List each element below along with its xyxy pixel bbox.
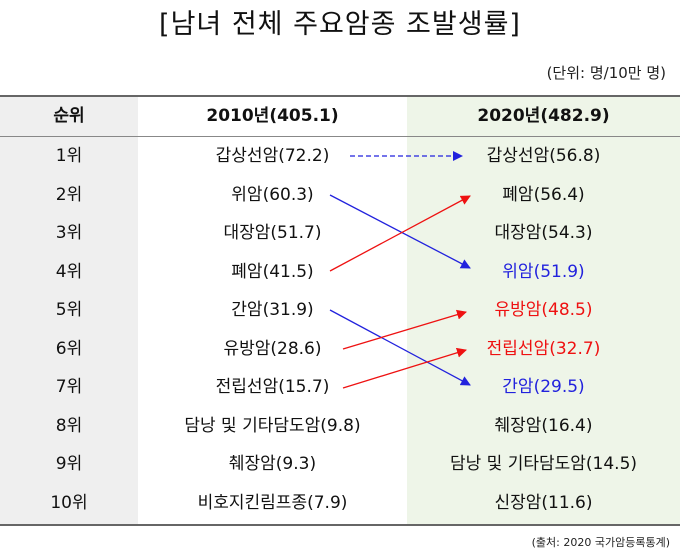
cancer-2010-cell: 간암(31.9) — [231, 300, 314, 320]
cancer-2010-cell: 담낭 및 기타담도암(9.8) — [184, 415, 361, 436]
rank-column-background — [0, 95, 138, 526]
cancer-2010-cell: 유방암(28.6) — [223, 338, 322, 359]
cancer-2020-cell: 갑상선암(56.8) — [486, 146, 601, 166]
cancer-2020-cell-moved-up: 유방암(48.5) — [494, 300, 593, 320]
cancer-2020-cell: 췌장암(16.4) — [494, 415, 593, 436]
rank-cell: 3위 — [55, 223, 83, 243]
header-divider — [0, 136, 680, 137]
table-top-border — [0, 95, 680, 97]
rank-cell: 4위 — [55, 261, 83, 282]
page-title: [남녀 전체 주요암종 조발생률] — [159, 9, 521, 40]
cancer-2020-cell: 담낭 및 기타담도암(14.5) — [449, 454, 638, 474]
cancer-2020-cell-moved-down: 간암(29.5) — [502, 377, 585, 397]
cancer-2010-cell: 췌장암(9.3) — [228, 454, 317, 474]
ranking-table: 순위 2010년(405.1) 2020년(482.9) 1위 갑상선암(72.… — [0, 95, 680, 526]
cancer-2020-cell-moved-down: 위암(51.9) — [502, 261, 585, 282]
cancer-2010-cell: 대장암(51.7) — [223, 223, 322, 243]
rank-cell: 6위 — [55, 338, 83, 359]
table-bottom-border — [0, 524, 680, 526]
cancer-2020-cell: 폐암(56.4) — [502, 184, 585, 205]
cancer-2010-cell: 위암(60.3) — [231, 184, 314, 205]
header-2020: 2020년(482.9) — [477, 106, 610, 126]
header-rank: 순위 — [53, 106, 85, 126]
rank-cell: 2위 — [55, 184, 83, 205]
cancer-2010-cell: 비호지킨림프종(7.9) — [197, 492, 348, 513]
rank-cell: 10위 — [50, 492, 88, 513]
cancer-2010-cell: 전립선암(15.7) — [215, 377, 330, 397]
rank-cell: 9위 — [55, 454, 83, 474]
source-note: (출처: 2020 국가암등록통계) — [531, 536, 670, 549]
unit-label: (단위: 명/10만 명) — [546, 64, 666, 82]
rank-cell: 7위 — [55, 377, 83, 397]
cancer-2010-cell: 폐암(41.5) — [231, 261, 314, 282]
rank-cell: 5위 — [55, 300, 83, 320]
cancer-2020-cell-moved-up: 전립선암(32.7) — [486, 338, 601, 359]
rank-cell: 1위 — [55, 146, 83, 166]
cancer-2020-cell: 신장암(11.6) — [494, 492, 593, 513]
rank-cell: 8위 — [55, 415, 83, 436]
cancer-2010-cell: 갑상선암(72.2) — [215, 146, 330, 166]
cancer-2020-cell: 대장암(54.3) — [494, 223, 593, 243]
header-2010: 2010년(405.1) — [206, 106, 339, 126]
